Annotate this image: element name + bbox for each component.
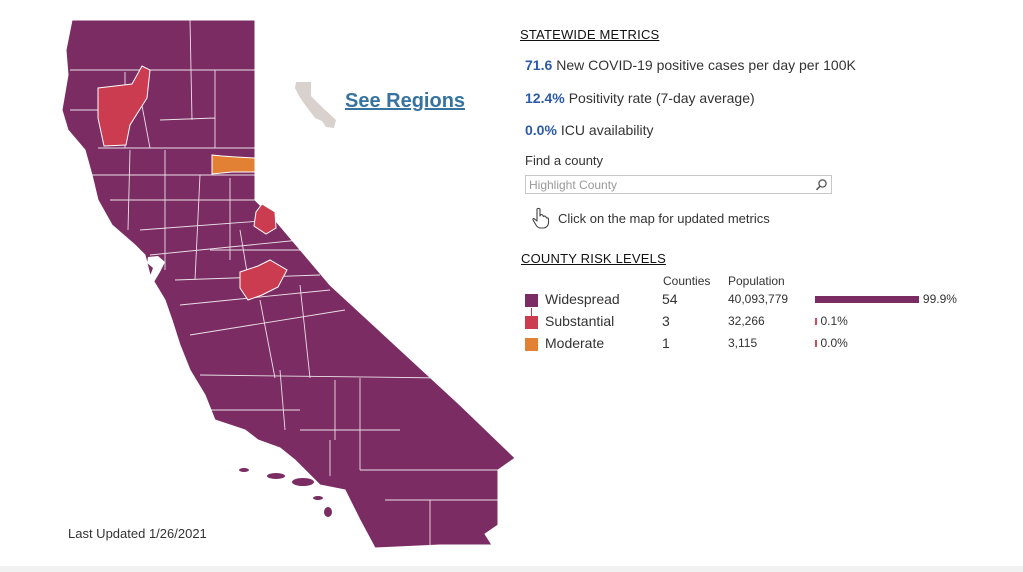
map-hint-text: Click on the map for updated metrics [558, 211, 770, 226]
state-body[interactable] [61, 19, 516, 549]
bay-area-water [147, 256, 165, 282]
risk-row-widespread[interactable]: Widespread 54 40,093,779 99.9% [525, 291, 995, 311]
widespread-population: 40,093,779 [728, 292, 789, 306]
moderate-share-label: 0.0% [820, 336, 848, 350]
moderate-population: 3,115 [728, 336, 758, 350]
widespread-swatch [525, 294, 538, 307]
california-county-map[interactable] [0, 0, 520, 560]
see-regions-label[interactable]: See Regions [345, 90, 466, 112]
counties-column-header: Counties [663, 274, 711, 288]
metric-cases-label: New COVID-19 positive cases per day per … [556, 57, 856, 73]
moderate-label: Moderate [545, 335, 605, 351]
widespread-share-bar [815, 296, 919, 303]
substantial-swatch [525, 316, 538, 329]
metric-positivity-label: Positivity rate (7-day average) [568, 90, 755, 106]
widespread-label: Widespread [545, 291, 620, 307]
substantial-counties: 3 [662, 313, 670, 329]
county-search-input[interactable] [529, 177, 809, 192]
find-county-label: Find a county [525, 153, 604, 168]
county-search-box[interactable] [525, 175, 832, 194]
last-updated: Last Updated 1/26/2021 [68, 526, 207, 541]
population-column-header: Population [728, 274, 785, 288]
substantial-share-bar [815, 318, 817, 325]
risk-row-substantial[interactable]: Substantial 3 32,266 0.1% [525, 313, 995, 333]
moderate-share-bar [815, 340, 817, 347]
metric-icu-value: 0.0% [525, 122, 557, 138]
county-alpine[interactable] [253, 203, 277, 235]
widespread-counties: 54 [662, 291, 678, 307]
moderate-counties: 1 [662, 335, 670, 351]
bottom-strip [0, 566, 1023, 572]
islands [239, 468, 332, 517]
moderate-swatch [525, 338, 538, 351]
county-borders [70, 19, 500, 545]
metric-positivity: 12.4% Positivity rate (7-day average) [525, 90, 755, 106]
search-icon[interactable] [815, 178, 828, 191]
metric-cases: 71.6 New COVID-19 positive cases per day … [525, 57, 856, 73]
metric-positivity-value: 12.4% [525, 90, 565, 106]
california-outline-icon [295, 82, 336, 128]
see-regions-link[interactable]: See Regions [293, 80, 478, 130]
metric-icu-label: ICU availability [560, 122, 654, 138]
county-mariposa[interactable] [239, 259, 288, 301]
county-risk-levels-heading: COUNTY RISK LEVELS [521, 251, 666, 266]
county-shasta[interactable] [97, 65, 151, 147]
substantial-label: Substantial [545, 313, 615, 329]
county-plumas[interactable] [211, 154, 256, 175]
state-outline[interactable] [61, 19, 516, 549]
metric-icu: 0.0% ICU availability [525, 122, 654, 138]
statewide-metrics-heading: STATEWIDE METRICS [520, 27, 660, 42]
widespread-share-label: 99.9% [922, 292, 957, 306]
substantial-population: 32,266 [728, 314, 765, 328]
risk-row-moderate[interactable]: Moderate 1 3,115 0.0% [525, 335, 995, 355]
pointer-hand-icon [532, 207, 550, 229]
substantial-share-label: 0.1% [820, 314, 848, 328]
legend-connector [531, 308, 532, 316]
metric-cases-value: 71.6 [525, 57, 553, 73]
